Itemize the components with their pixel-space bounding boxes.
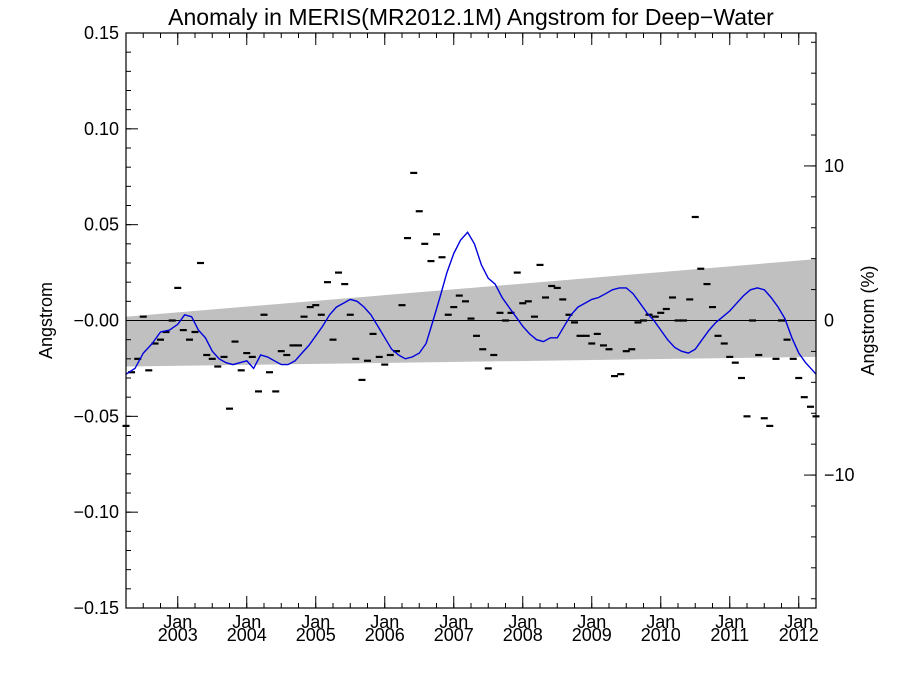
- axis-tick-labels: −0.15 −0.10 −0.05 −0.00 0.05 0.10 0.15 −10 0 10 Ja…: [73, 23, 854, 645]
- smoothed-anomaly-line: [125, 231, 817, 375]
- y-tick-label-left: 0.15: [84, 23, 119, 43]
- x-tick-label-year: 2011: [710, 625, 749, 645]
- y-tick-label-right: 0: [824, 311, 834, 331]
- x-tick-label-year: 2008: [503, 625, 543, 645]
- y-tick-label-left: −0.10: [73, 502, 119, 522]
- y-tick-label-left: −0.05: [73, 406, 119, 426]
- y-tick-label-left: 0.10: [84, 119, 119, 139]
- plot-frame: [125, 32, 817, 609]
- x-tick-label-month: Jan: [439, 612, 468, 632]
- x-tick-label-month: Jan: [508, 612, 537, 632]
- x-tick-label-year: 2004: [227, 625, 267, 645]
- x-tick-label-month: Jan: [370, 612, 399, 632]
- x-tick-label-year: 2006: [365, 625, 405, 645]
- y-tick-label-right: 10: [824, 156, 844, 176]
- trend-band: [126, 259, 816, 367]
- x-tick-label-month: Jan: [301, 612, 330, 632]
- y-axis-label-right: Angstrom (%): [858, 265, 878, 375]
- x-tick-label-year: 2009: [572, 625, 612, 645]
- x-tick-label-year: 2012: [779, 625, 819, 645]
- plot-area: [122, 32, 820, 609]
- x-tick-label-month: Jan: [715, 612, 744, 632]
- x-tick-label-month: Jan: [646, 612, 675, 632]
- x-tick-label-month: Jan: [577, 612, 606, 632]
- x-tick-label-year: 2003: [158, 625, 198, 645]
- y-axis-label-left: Angstrom: [36, 282, 56, 359]
- y-tick-label-right: −10: [824, 465, 855, 485]
- y-tick-label-left: 0.05: [84, 215, 119, 235]
- chart-title: Anomaly in MERIS(MR2012.1M) Angstrom for…: [168, 4, 774, 30]
- x-tick-label-month: Jan: [232, 612, 261, 632]
- x-tick-label-year: 2005: [296, 625, 336, 645]
- y-tick-label-left: −0.15: [73, 598, 119, 618]
- x-tick-label-year: 2010: [641, 625, 681, 645]
- y-tick-label-left: −0.00: [73, 311, 119, 331]
- monthly-anomaly-markers: [122, 171, 820, 428]
- x-tick-label-year: 2007: [434, 625, 474, 645]
- x-tick-label-month: Jan: [163, 612, 192, 632]
- x-tick-label-month: Jan: [784, 612, 813, 632]
